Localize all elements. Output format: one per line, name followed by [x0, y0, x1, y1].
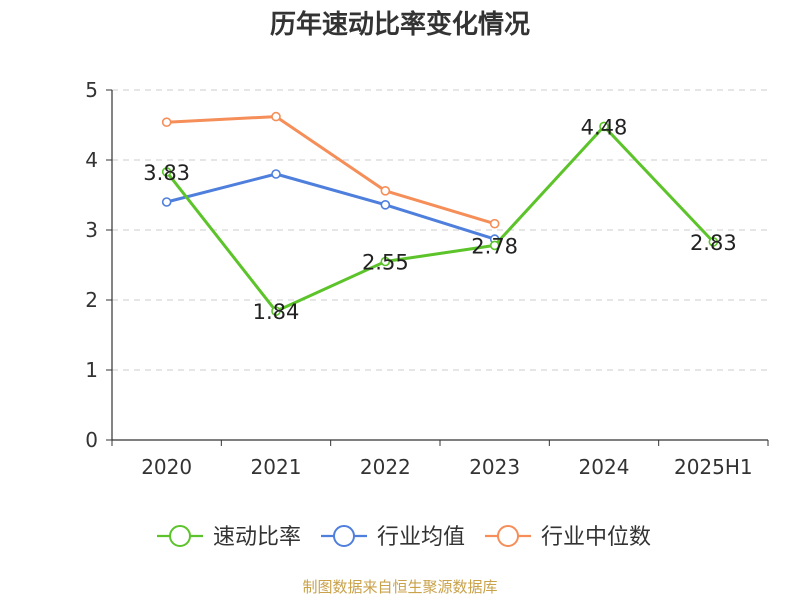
source-note: 制图数据来自恒生聚源数据库 [302, 578, 498, 596]
data-label-layer: 3.83 1.84 2.55 2.78 4.48 2.83 [143, 115, 736, 324]
data-point [489, 240, 500, 251]
data-point [271, 111, 281, 122]
chart-canvas: 0 1 2 3 4 5 2020 2021 2022 2023 2024 2025H1 3.83 1.8… [85, 78, 769, 550]
legend-marker [169, 525, 191, 547]
y-tick-label: 0 [85, 428, 98, 452]
legend-item[interactable]: 速动比率 [157, 525, 301, 550]
data-point [161, 197, 172, 207]
y-tick-label: 1 [85, 358, 98, 382]
y-tick-label: 2 [85, 288, 98, 312]
y-tick-label: 3 [85, 218, 98, 242]
x-tick-label: 2024 [579, 455, 630, 479]
y-tick-label: 5 [85, 78, 98, 102]
series-layer [161, 111, 719, 317]
data-point [708, 237, 719, 247]
axis-layer: 0 1 2 3 4 5 2020 2021 2022 2023 2024 2025H1 [85, 78, 769, 479]
chart-title: 历年速动比率变化情况 [269, 10, 530, 40]
series-line [165, 124, 715, 313]
data-point [271, 169, 281, 179]
y-tick-label: 4 [85, 148, 98, 172]
legend-marker [333, 525, 355, 547]
legend-item[interactable]: 行业均值 [321, 525, 465, 550]
x-tick-label: 2025H1 [674, 455, 753, 479]
data-point [489, 218, 500, 229]
x-tick-label: 2023 [469, 455, 520, 479]
series-line [166, 115, 496, 226]
data-point [599, 121, 609, 132]
legend-marker [497, 525, 519, 547]
data-point [380, 200, 391, 210]
data-point [161, 117, 172, 127]
data-point [161, 167, 172, 177]
data-label: 2.78 [471, 234, 518, 258]
data-point [380, 186, 391, 196]
data-label: 2.55 [362, 251, 409, 275]
legend-item[interactable]: 行业中位数 [485, 525, 651, 550]
x-tick-label: 2021 [251, 455, 302, 479]
data-point [380, 256, 391, 267]
data-label: 1.84 [253, 300, 300, 324]
x-tick-label: 2020 [141, 455, 192, 479]
data-label: 2.83 [690, 231, 737, 255]
legend-label: 行业中位数 [541, 525, 651, 550]
series-line [166, 172, 496, 241]
data-label: 4.48 [581, 115, 628, 139]
legend-label: 行业均值 [377, 525, 465, 550]
data-point [271, 306, 281, 317]
x-tick-label: 2022 [360, 455, 411, 479]
legend[interactable]: 速动比率 行业均值 行业中位数 [157, 525, 651, 550]
data-label: 3.83 [143, 161, 190, 185]
legend-label: 速动比率 [213, 525, 301, 550]
